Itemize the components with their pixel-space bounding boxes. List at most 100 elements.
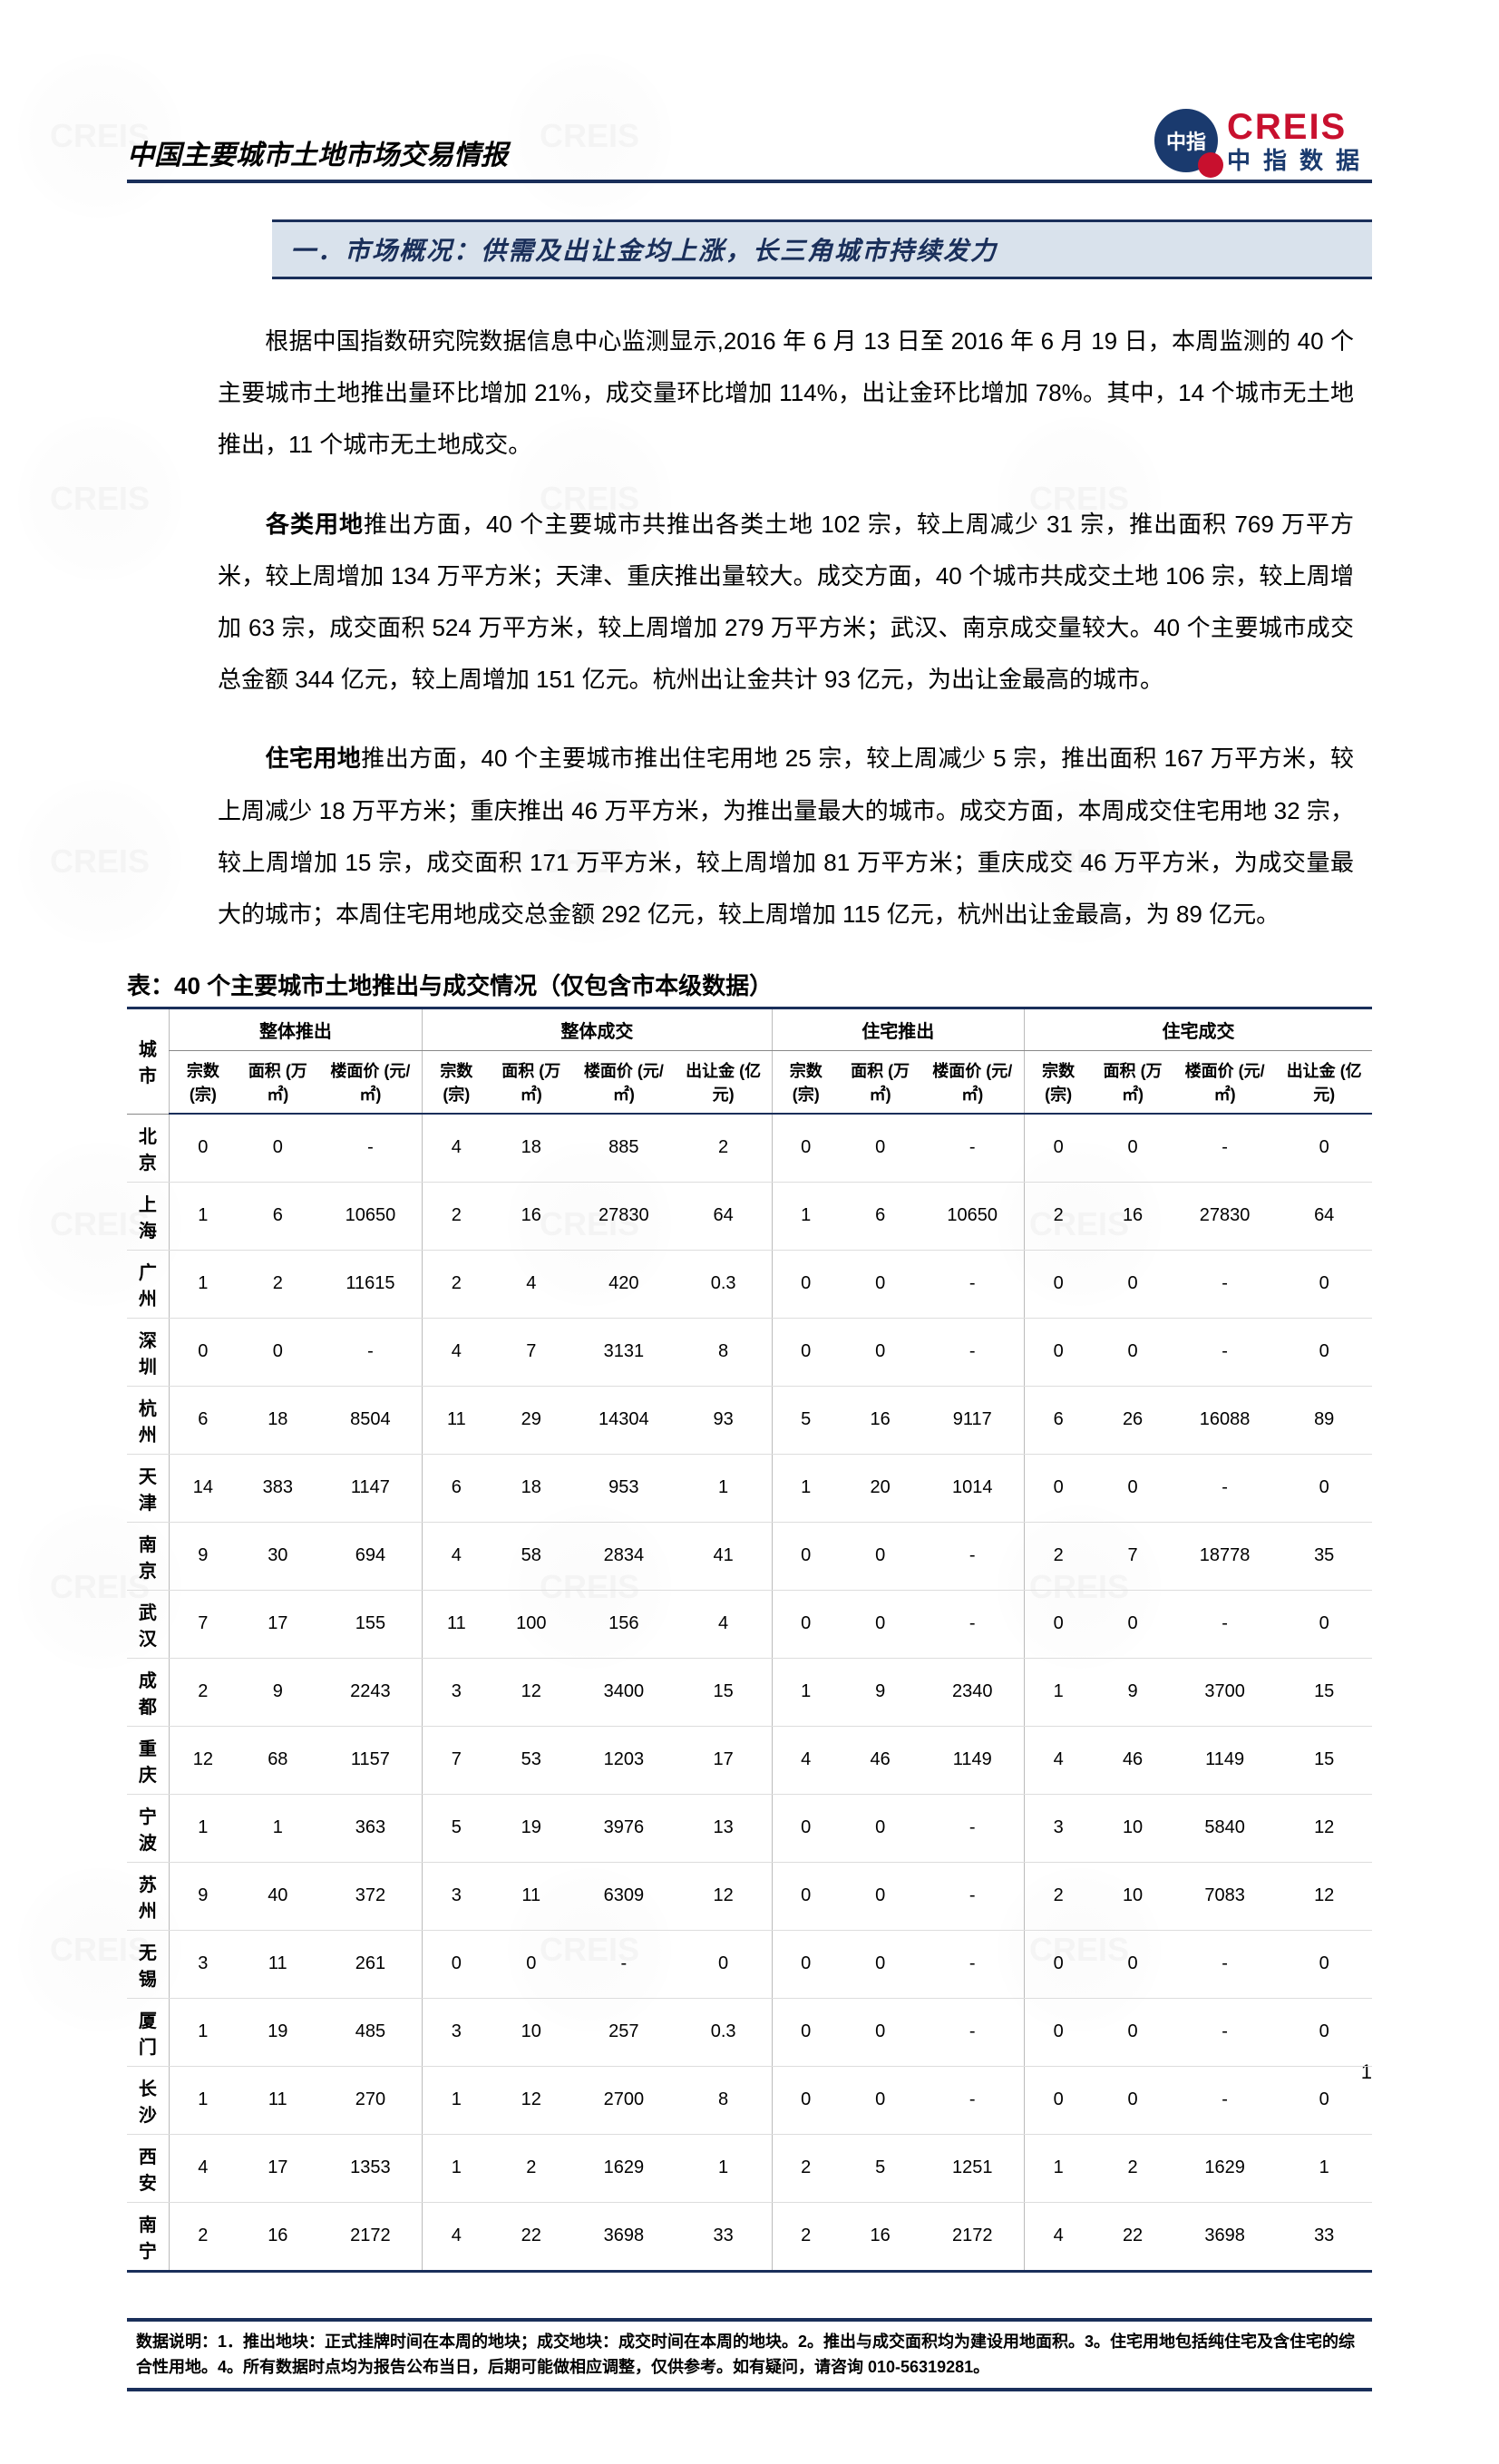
logo-text: CREIS 中指数据 — [1227, 109, 1372, 172]
table-cell: 9 — [237, 1658, 319, 1726]
table-cell: - — [1173, 2066, 1277, 2134]
table-cell: 1 — [772, 1454, 840, 1522]
table-cell: 383 — [237, 1454, 319, 1522]
table-cell: 2 — [169, 1658, 237, 1726]
table-cell: 46 — [840, 1726, 921, 1794]
table-cell: 2 — [423, 1250, 491, 1318]
table-cell: 15 — [1276, 1658, 1372, 1726]
table-cell: 1 — [676, 2134, 772, 2202]
table-cell: 0 — [840, 1522, 921, 1590]
table-cell: 0 — [772, 1794, 840, 1862]
table-cell: 9117 — [920, 1386, 1024, 1454]
table-cell: - — [1173, 1454, 1277, 1522]
table-cell: 261 — [319, 1930, 423, 1998]
table-cell: 2700 — [572, 2066, 676, 2134]
table-row: 重庆126811577531203174461149446114915 — [127, 1726, 1372, 1794]
table-cell: 1 — [169, 1998, 237, 2066]
table-cell: 0 — [1024, 1930, 1092, 1998]
table-cell: 0 — [840, 1590, 921, 1658]
table-cell: 18 — [490, 1454, 572, 1522]
table-cell: 2 — [772, 2202, 840, 2271]
table-cell: 26 — [1092, 1386, 1173, 1454]
table-cell: 16 — [237, 2202, 319, 2271]
table-cell: - — [920, 1250, 1024, 1318]
table-cell: 12 — [1276, 1794, 1372, 1862]
table-cell: 2 — [237, 1250, 319, 1318]
table-cell: 13 — [676, 1794, 772, 1862]
table-cell: 2834 — [572, 1522, 676, 1590]
table-cell: 64 — [1276, 1182, 1372, 1250]
sub-zongshu: 宗数 (宗) — [423, 1051, 491, 1115]
table-cell: 6309 — [572, 1862, 676, 1930]
table-cell: - — [920, 1930, 1024, 1998]
table-row: 广州1211615244200.300-00-0 — [127, 1250, 1372, 1318]
sub-mianji: 面积 (万㎡) — [490, 1051, 572, 1115]
table-cell: 0 — [1276, 1114, 1372, 1182]
table-cell: 16 — [840, 2202, 921, 2271]
table-cell: 694 — [319, 1522, 423, 1590]
table-cell: 12 — [676, 1862, 772, 1930]
table-cell: 0 — [1276, 1318, 1372, 1386]
table-cell: 4 — [676, 1590, 772, 1658]
table-cell: 11 — [237, 2066, 319, 2134]
table-cell: 3698 — [572, 2202, 676, 2271]
table-cell: 0 — [169, 1114, 237, 1182]
table-cell: 2172 — [319, 2202, 423, 2271]
table-cell: 北京 — [127, 1114, 169, 1182]
sub-churang: 出让金 (亿元) — [676, 1051, 772, 1115]
table-cell: 11615 — [319, 1250, 423, 1318]
table-cell: 270 — [319, 2066, 423, 2134]
table-cell: 南宁 — [127, 2202, 169, 2271]
table-cell: 8504 — [319, 1386, 423, 1454]
table-cell: 3 — [423, 1998, 491, 2066]
table-cell: 0 — [1024, 1318, 1092, 1386]
sub-zongshu: 宗数 (宗) — [1024, 1051, 1092, 1115]
sub-mianji: 面积 (万㎡) — [237, 1051, 319, 1115]
table-cell: 5 — [840, 2134, 921, 2202]
table-caption: 表：40 个主要城市土地推出与成交情况（仅包含市本级数据） — [127, 968, 1372, 1001]
table-cell: 3700 — [1173, 1658, 1277, 1726]
table-cell: - — [1173, 1318, 1277, 1386]
table-cell: 18778 — [1173, 1522, 1277, 1590]
table-cell: - — [920, 1522, 1024, 1590]
table-cell: 64 — [676, 1182, 772, 1250]
table-cell: 33 — [1276, 2202, 1372, 2271]
table-cell: 1149 — [920, 1726, 1024, 1794]
table-cell: 1 — [237, 1794, 319, 1862]
table-cell: 2 — [772, 2134, 840, 2202]
table-row: 上海1610650216278306416106502162783064 — [127, 1182, 1372, 1250]
table-cell: 2 — [1024, 1182, 1092, 1250]
table-cell: 0 — [1024, 1590, 1092, 1658]
table-cell: 6 — [237, 1182, 319, 1250]
paragraph-2-text: 推出方面，40 个主要城市共推出各类土地 102 宗，较上周减少 31 宗，推出… — [218, 511, 1354, 694]
table-cell: 3 — [1024, 1794, 1092, 1862]
table-cell: - — [920, 2066, 1024, 2134]
table-cell: 15 — [676, 1658, 772, 1726]
table-cell: 0 — [1024, 1114, 1092, 1182]
table-cell: 苏州 — [127, 1862, 169, 1930]
table-row: 宁波1136351939761300-310584012 — [127, 1794, 1372, 1862]
table-cell: 4 — [1024, 2202, 1092, 2271]
table-cell: - — [572, 1930, 676, 1998]
table-cell: 0 — [840, 1862, 921, 1930]
table-cell: 2 — [1024, 1522, 1092, 1590]
col-city: 城市 — [127, 1008, 169, 1115]
table-cell: 0 — [840, 1794, 921, 1862]
table-cell: 89 — [1276, 1386, 1372, 1454]
table-cell: 1 — [169, 1182, 237, 1250]
city-land-table: 城市 整体推出 整体成交 住宅推出 住宅成交 宗数 (宗) 面积 (万㎡) 楼面… — [127, 1007, 1372, 2273]
table-cell: 156 — [572, 1590, 676, 1658]
table-cell: 4 — [423, 2202, 491, 2271]
footnote: 数据说明：1．推出地块：正式挂牌时间在本周的地块；成交地块：成交时间在本周的地块… — [127, 2318, 1372, 2392]
table-cell: 8 — [676, 2066, 772, 2134]
table-row: 厦门1194853102570.300-00-0 — [127, 1998, 1372, 2066]
table-cell: 10 — [1092, 1794, 1173, 1862]
table-cell: 2 — [169, 2202, 237, 2271]
table-cell: 35 — [1276, 1522, 1372, 1590]
table-cell: 0 — [1092, 1590, 1173, 1658]
table-cell: 0.3 — [676, 1998, 772, 2066]
table-cell: - — [920, 1794, 1024, 1862]
table-cell: 1 — [676, 1454, 772, 1522]
table-cell: 3698 — [1173, 2202, 1277, 2271]
table-cell: 1 — [169, 1794, 237, 1862]
